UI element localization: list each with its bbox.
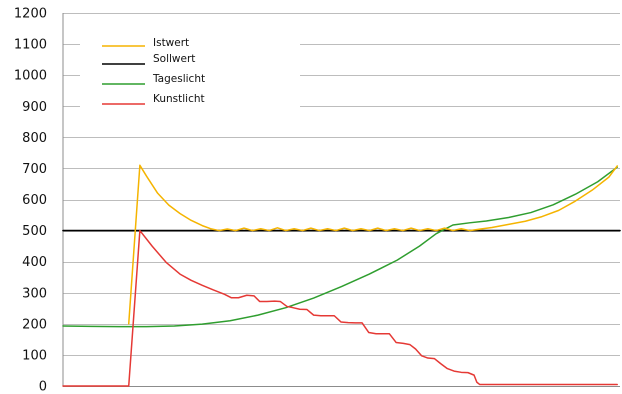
legend-label-kunstlicht: Kunstlicht — [153, 93, 205, 105]
y-tick-label: 200 — [22, 317, 47, 332]
y-tick-label: 500 — [22, 224, 47, 239]
y-tick-label: 1200 — [14, 7, 47, 22]
y-tick-label: 1000 — [14, 69, 47, 84]
y-tick-label: 1100 — [14, 38, 47, 53]
series-line-istwert — [127, 164, 618, 325]
series-line-tageslicht — [62, 166, 618, 328]
y-tick-label: 100 — [22, 348, 47, 363]
y-axis: 0 100 200 300 400 500 600 700 800 900 1000 1100 1200 — [14, 7, 64, 394]
chart-series — [62, 164, 621, 387]
legend: Istwert Sollwert Tageslicht Kunstlicht — [102, 37, 205, 105]
legend-label-istwert: Istwert — [153, 37, 189, 49]
y-tick-label: 800 — [22, 131, 47, 146]
series-line-kunstlicht — [62, 229, 618, 387]
y-tick-label: 0 — [39, 380, 47, 394]
y-tick-label: 300 — [22, 286, 47, 301]
y-tick-label: 900 — [22, 100, 47, 115]
legend-label-tageslicht: Tageslicht — [152, 73, 205, 85]
gridlines — [63, 13, 620, 387]
y-tick-label: 400 — [22, 255, 47, 270]
y-tick-label: 600 — [22, 193, 47, 208]
legend-label-sollwert: Sollwert — [153, 53, 195, 65]
y-tick-label: 700 — [22, 162, 47, 177]
